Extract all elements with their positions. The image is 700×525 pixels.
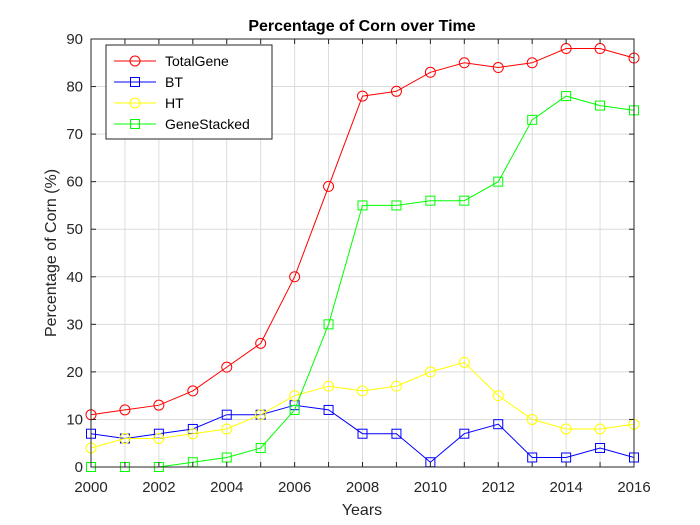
legend-label: TotalGene: [165, 53, 229, 69]
data-point-ht: [119, 432, 131, 444]
data-point-totalgene: [458, 57, 470, 69]
legend-label: HT: [165, 95, 184, 111]
x-tick-label: 2000: [74, 479, 107, 496]
legend-item-ht: HT: [114, 95, 184, 111]
series-line-ht: [90, 361, 635, 449]
y-tick-label: 60: [66, 174, 83, 191]
data-point-genestacked: [493, 176, 504, 187]
data-point-ht: [187, 428, 199, 440]
x-tick-label: 2010: [414, 479, 447, 496]
data-point-genestacked: [527, 114, 538, 125]
data-point-genestacked: [289, 404, 300, 415]
x-tick-label: 2012: [482, 479, 515, 496]
x-tick-label: 2008: [346, 479, 379, 496]
x-axis-title: Years: [342, 502, 382, 519]
legend-item-bt: BT: [114, 74, 183, 90]
data-point-genestacked: [425, 195, 436, 206]
data-point-genestacked: [595, 100, 606, 111]
data-point-ht: [323, 380, 335, 392]
legend-item-totalgene: TotalGene: [114, 53, 229, 69]
data-point-bt: [561, 452, 572, 463]
chart-title: Percentage of Corn over Time: [248, 18, 475, 35]
data-point-bt: [221, 409, 232, 420]
data-point-ht: [492, 390, 504, 402]
data-point-totalgene: [187, 385, 199, 397]
y-tick-label: 0: [75, 459, 83, 476]
data-point-genestacked: [561, 91, 572, 102]
data-point-ht: [526, 413, 538, 425]
y-tick-label: 70: [66, 126, 83, 143]
data-point-totalgene: [390, 85, 402, 97]
data-point-ht: [357, 385, 368, 397]
legend-swatch-marker: [129, 55, 141, 67]
y-tick-label: 30: [66, 316, 83, 333]
y-tick-label: 10: [66, 411, 83, 428]
legend-swatch-marker: [130, 77, 140, 87]
data-point-ht: [153, 432, 165, 444]
x-tick-label: 2014: [549, 479, 582, 496]
data-point-genestacked: [391, 200, 402, 211]
data-point-ht: [390, 380, 402, 392]
data-point-totalgene: [289, 271, 301, 283]
data-point-bt: [595, 442, 606, 453]
series-ht: [85, 356, 640, 454]
data-point-bt: [323, 404, 334, 415]
y-tick-label: 40: [66, 269, 83, 286]
data-point-bt: [459, 428, 470, 439]
data-point-ht: [594, 423, 606, 435]
series-line-genestacked: [91, 95, 635, 468]
y-axis-title: Percentage of Corn (%): [43, 169, 60, 337]
data-point-bt: [391, 428, 402, 439]
data-point-totalgene: [255, 337, 267, 349]
data-point-ht: [424, 366, 436, 378]
data-point-genestacked: [323, 319, 334, 330]
data-point-bt: [493, 419, 504, 430]
data-point-ht: [221, 423, 233, 435]
legend-swatch-marker: [129, 97, 141, 109]
data-point-ht: [458, 356, 470, 368]
data-point-genestacked: [357, 200, 368, 211]
y-tick-label: 20: [66, 364, 83, 381]
x-tick-label: 2006: [278, 479, 311, 496]
series-line-totalgene: [90, 48, 635, 416]
data-point-genestacked: [459, 195, 470, 206]
data-point-totalgene: [526, 57, 538, 69]
data-point-ht: [560, 423, 572, 435]
y-tick-label: 50: [66, 221, 83, 238]
data-point-totalgene: [424, 66, 436, 78]
legend: TotalGene BT HT GeneStacked: [105, 44, 273, 140]
legend-item-genestacked: GeneStacked: [114, 116, 250, 132]
data-point-totalgene: [153, 399, 165, 411]
data-point-totalgene: [221, 361, 233, 373]
y-tick-label: 80: [66, 79, 83, 96]
legend-swatch-marker: [130, 119, 140, 129]
legend-label: BT: [165, 74, 183, 90]
ticks: 2000 2002 2004 2006 2008 2010 2012 2014 2016 0 10 2…: [66, 31, 650, 496]
x-tick-label: 2002: [142, 479, 175, 496]
x-tick-label: 2016: [617, 479, 650, 496]
series-line-bt: [90, 404, 635, 463]
data-point-ht: [289, 390, 301, 402]
data-point-totalgene: [492, 62, 504, 74]
data-point-genestacked: [221, 452, 232, 463]
x-tick-label: 2004: [210, 479, 243, 496]
y-tick-label: 90: [66, 31, 83, 48]
data-point-totalgene: [119, 404, 131, 416]
data-point-ht: [255, 409, 267, 421]
data-point-bt: [357, 428, 368, 439]
data-point-genestacked: [255, 442, 266, 453]
legend-label: GeneStacked: [165, 116, 250, 132]
data-point-bt: [527, 452, 538, 463]
series-totalgene: [85, 43, 640, 421]
data-point-totalgene: [323, 180, 335, 192]
data-point-totalgene: [357, 90, 368, 102]
